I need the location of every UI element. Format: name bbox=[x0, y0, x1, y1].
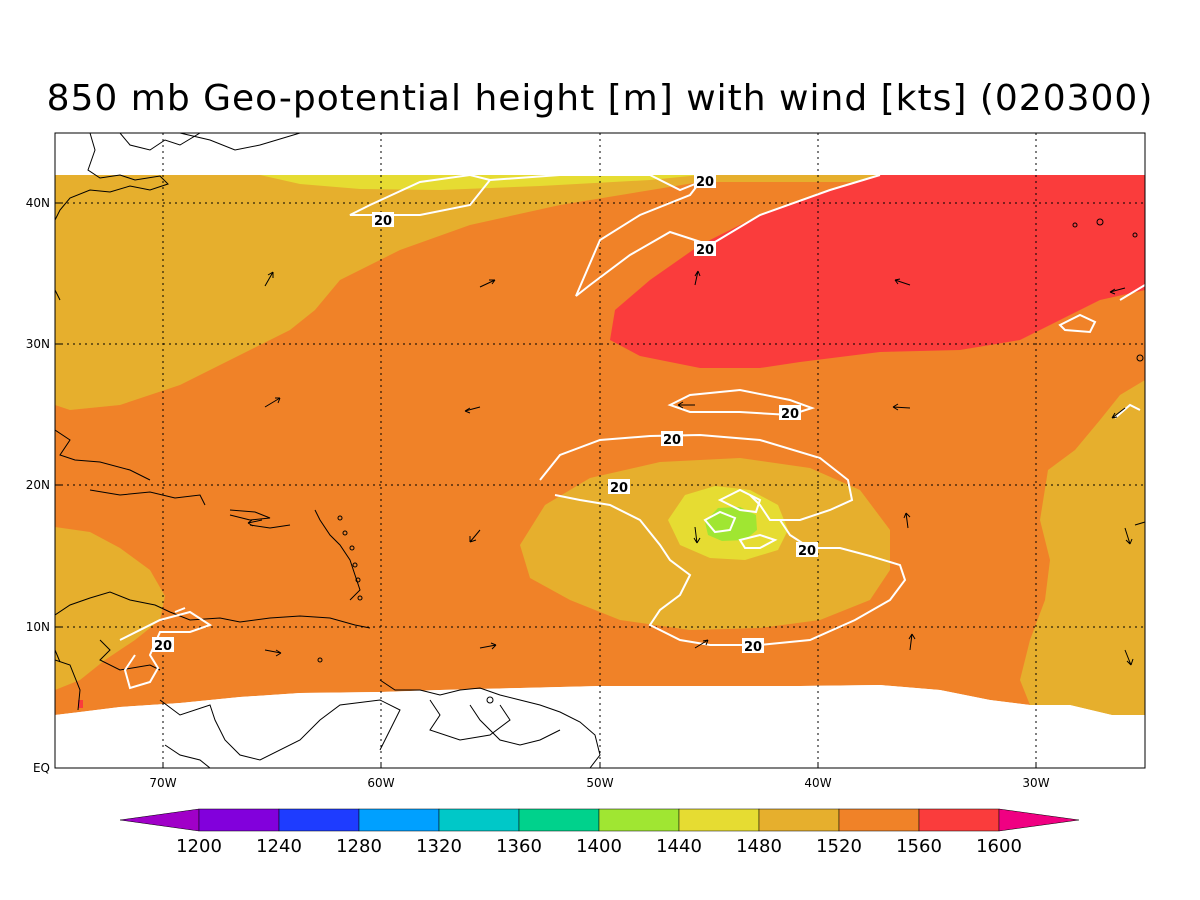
colorbar-swatch bbox=[918, 808, 1000, 832]
colorbar-label: 1440 bbox=[656, 836, 702, 857]
colorbar-label: 1520 bbox=[816, 836, 862, 857]
svg-text:20: 20 bbox=[696, 243, 714, 258]
svg-text:20: 20 bbox=[798, 544, 816, 559]
colorbar-swatch bbox=[758, 808, 840, 832]
colorbar-swatch bbox=[598, 808, 680, 832]
colorbar-label: 1240 bbox=[256, 836, 302, 857]
colorbar-label: 1560 bbox=[896, 836, 942, 857]
lon-tick-label: 50W bbox=[586, 776, 613, 790]
contour-label: 20 bbox=[372, 212, 394, 229]
map-title: 850 mb Geo-potential height [m] with win… bbox=[46, 78, 1154, 119]
colorbar-swatch bbox=[998, 808, 1080, 832]
colorbar: 1200 1240 1280 1320 1360 1400 1440 1480 1520 1560… bbox=[119, 808, 1080, 857]
contour-label: 20 bbox=[661, 431, 683, 448]
colorbar-swatch bbox=[278, 808, 360, 832]
lat-tick-label: EQ bbox=[33, 761, 50, 775]
lon-tick-label: 70W bbox=[149, 776, 176, 790]
colorbar-swatch bbox=[838, 808, 920, 832]
gridlines bbox=[55, 133, 1145, 768]
colorbar-label: 1280 bbox=[336, 836, 382, 857]
colorbar-swatch bbox=[198, 808, 280, 832]
colorbar-swatch bbox=[119, 808, 200, 832]
plot-area: 20 20 20 20 20 20 20 20 20 bbox=[55, 133, 1145, 768]
lat-axis-labels: 40N 30N 20N 10N EQ bbox=[26, 196, 50, 775]
height-speck-1600 bbox=[78, 700, 83, 708]
contour-label: 20 bbox=[796, 542, 818, 559]
colorbar-swatch bbox=[438, 808, 520, 832]
svg-text:20: 20 bbox=[781, 407, 799, 422]
colorbar-swatch bbox=[358, 808, 440, 832]
height-band-1600 bbox=[610, 175, 1145, 368]
islands bbox=[317, 218, 1144, 704]
colorbar-swatch bbox=[518, 808, 600, 832]
missing-data-region bbox=[55, 685, 1145, 768]
svg-text:20: 20 bbox=[696, 175, 714, 190]
lon-tick-label: 60W bbox=[367, 776, 394, 790]
svg-text:20: 20 bbox=[610, 481, 628, 496]
svg-text:20: 20 bbox=[744, 640, 762, 655]
contour-labels: 20 20 20 20 20 20 20 20 20 bbox=[152, 173, 818, 655]
lon-tick-label: 30W bbox=[1022, 776, 1049, 790]
wind-contours bbox=[119, 173, 1145, 690]
height-band-1520-west bbox=[55, 527, 165, 690]
svg-text:20: 20 bbox=[154, 639, 172, 654]
lon-tick-label: 40W bbox=[804, 776, 831, 790]
colorbar-label: 1600 bbox=[976, 836, 1022, 857]
contour-label: 20 bbox=[742, 638, 764, 655]
axis-ticks bbox=[55, 202, 1037, 768]
contour-label: 20 bbox=[694, 241, 716, 258]
lat-tick-label: 40N bbox=[26, 196, 50, 210]
contour-label: 20 bbox=[779, 405, 801, 422]
colorbar-label: 1200 bbox=[176, 836, 222, 857]
contour-label: 20 bbox=[152, 637, 174, 654]
colorbar-label: 1360 bbox=[496, 836, 542, 857]
lat-tick-label: 10N bbox=[26, 620, 50, 634]
contour-label: 20 bbox=[694, 173, 716, 190]
colorbar-label: 1400 bbox=[576, 836, 622, 857]
colorbar-swatch bbox=[678, 808, 760, 832]
lat-tick-label: 30N bbox=[26, 337, 50, 351]
colorbar-label: 1480 bbox=[736, 836, 782, 857]
height-band-1520-east bbox=[1020, 380, 1145, 715]
height-band-1520-north bbox=[55, 175, 1145, 410]
height-band-1480-north bbox=[260, 175, 700, 190]
contour-label: 20 bbox=[608, 479, 630, 496]
colorbar-label: 1320 bbox=[416, 836, 462, 857]
svg-text:20: 20 bbox=[374, 214, 392, 229]
svg-text:20: 20 bbox=[663, 433, 681, 448]
coastlines bbox=[55, 133, 601, 768]
lat-tick-label: 20N bbox=[26, 478, 50, 492]
wind-vectors bbox=[55, 270, 1145, 666]
lon-axis-labels: 70W 60W 50W 40W 30W bbox=[149, 776, 1049, 790]
